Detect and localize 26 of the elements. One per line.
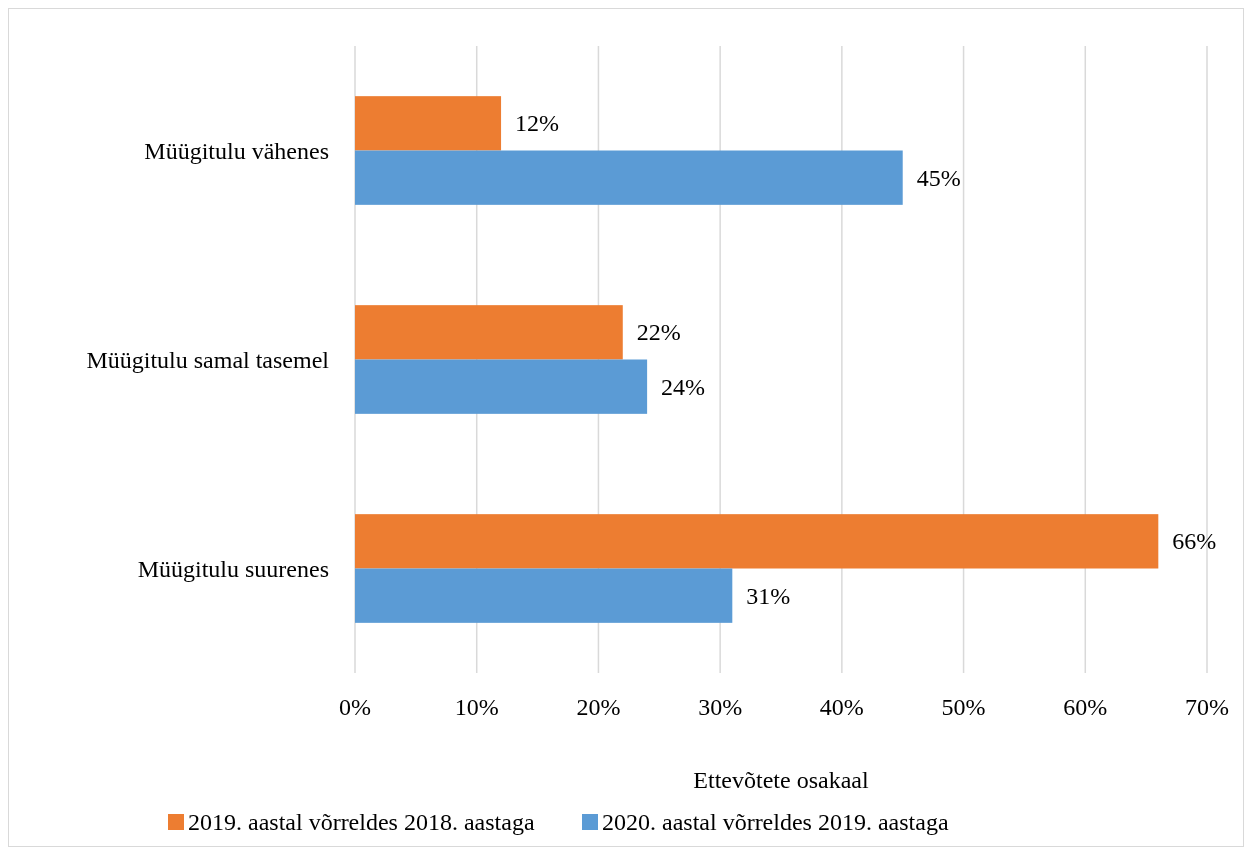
bar: [355, 568, 733, 623]
x-tick-label: 30%: [698, 694, 743, 720]
x-tick-label: 70%: [1185, 694, 1229, 720]
x-tick-label: 20%: [576, 694, 621, 720]
x-tick-label: 50%: [941, 694, 986, 720]
data-label: 45%: [916, 164, 961, 191]
y-tick-label: Müügitulu vähenes: [144, 137, 329, 164]
x-tick-label: 60%: [1063, 694, 1108, 720]
bar: [355, 514, 1159, 569]
bar: [355, 305, 623, 360]
x-tick-label: 0%: [339, 694, 371, 720]
legend-label: 2020. aastal võrreldes 2019. aastaga: [602, 809, 949, 835]
data-label: 31%: [746, 582, 791, 609]
data-label: 22%: [636, 319, 681, 346]
y-tick-label: Müügitulu suurenes: [137, 555, 329, 582]
bar: [355, 359, 648, 414]
x-axis-title: Ettevõtete osakaal: [693, 767, 869, 793]
data-label: 12%: [515, 110, 560, 137]
data-label: 66%: [1172, 528, 1217, 555]
y-tick-label: Müügitulu samal tasemel: [86, 346, 330, 373]
data-label: 24%: [661, 373, 706, 400]
legend-label: 2019. aastal võrreldes 2018. aastaga: [188, 809, 535, 835]
x-tick-label: 10%: [454, 694, 499, 720]
x-tick-label: 40%: [819, 694, 864, 720]
bar: [355, 150, 903, 205]
bar: [355, 96, 502, 151]
